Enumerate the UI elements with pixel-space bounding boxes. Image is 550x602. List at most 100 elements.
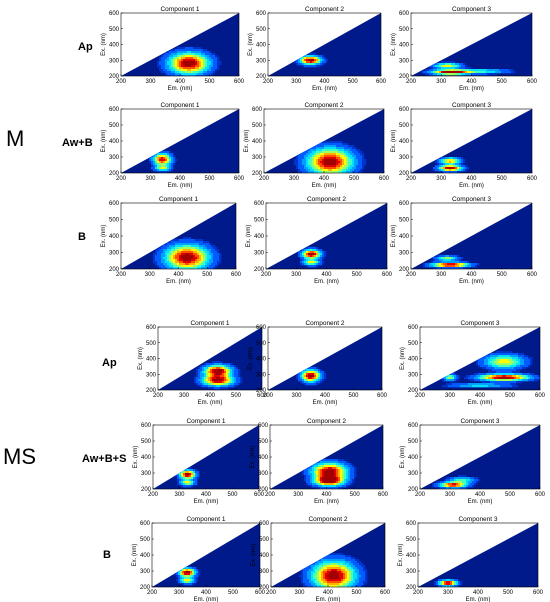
x-tick-label: 600 — [378, 492, 389, 498]
x-axis-label: Em. (nm) — [459, 279, 484, 285]
x-tick-label: 400 — [319, 176, 330, 182]
x-axis-label: Em. (nm) — [314, 499, 339, 505]
x-tick-label: 400 — [175, 79, 186, 85]
y-tick-label: 300 — [259, 569, 270, 575]
x-tick-label: 200 — [413, 590, 424, 596]
x-tick-label: 200 — [263, 393, 274, 399]
x-tick-label: 500 — [497, 79, 508, 85]
y-tick-label: 500 — [109, 123, 120, 129]
x-tick-label: 400 — [473, 590, 484, 596]
x-tick-label: 400 — [321, 272, 332, 278]
eem-panel-0-0-0: 200 300 400 500 600 200 300 400 500 600 Component … — [101, 6, 245, 92]
x-tick-label: 200 — [153, 393, 164, 399]
y-tick-label: 600 — [146, 325, 157, 331]
x-tick-label: 600 — [527, 272, 538, 278]
y-axis-label: Ex. (nm) — [132, 544, 138, 567]
x-tick-label: 400 — [466, 79, 477, 85]
panel-title: Component 2 — [304, 102, 343, 109]
y-tick-label: 400 — [259, 553, 270, 559]
x-tick-label: 200 — [263, 79, 274, 85]
x-tick-label: 300 — [291, 79, 302, 85]
panel-title: Component 1 — [160, 102, 199, 109]
x-tick-label: 400 — [201, 590, 212, 596]
sample-label: B — [78, 231, 86, 243]
x-tick-label: 200 — [265, 492, 276, 498]
y-tick-label: 400 — [399, 139, 410, 145]
y-tick-label: 400 — [109, 139, 120, 145]
eem-panel-0-2-1: 200 300 400 500 600 200 300 400 500 600 Component … — [246, 196, 393, 285]
x-tick-label: 400 — [173, 272, 184, 278]
y-tick-label: 500 — [140, 537, 151, 543]
x-tick-label: 500 — [204, 79, 215, 85]
y-axis-label: Ex. (nm) — [248, 33, 254, 56]
panel-title: Component 3 — [460, 320, 499, 327]
sample-label: Aw+B+S — [82, 453, 126, 465]
x-tick-label: 600 — [379, 176, 390, 182]
y-tick-label: 600 — [258, 423, 269, 429]
panel-title: Component 1 — [159, 196, 198, 203]
y-axis-label: Ex. (nm) — [400, 347, 406, 370]
y-axis-label: Ex. (nm) — [246, 225, 252, 248]
x-axis-label: Em. (nm) — [468, 499, 493, 505]
x-tick-label: 600 — [255, 590, 266, 596]
y-tick-label: 600 — [109, 107, 120, 113]
x-tick-label: 500 — [503, 590, 514, 596]
y-tick-label: 300 — [406, 569, 417, 575]
x-axis-label: Em. (nm) — [194, 597, 219, 602]
y-tick-label: 300 — [109, 155, 120, 161]
x-tick-label: 600 — [254, 492, 265, 498]
eem-panel-1-0-0: 200 300 400 500 600200300400500600Component … — [138, 320, 268, 406]
y-tick-label: 200 — [258, 487, 269, 493]
y-axis-label: Ex. (nm) — [391, 130, 397, 153]
y-tick-label: 300 — [256, 58, 267, 64]
x-axis-label: Em. (nm) — [313, 400, 338, 406]
y-tick-label: 300 — [252, 155, 263, 161]
x-tick-label: 300 — [291, 272, 302, 278]
y-tick-label: 400 — [399, 234, 410, 240]
y-tick-label: 600 — [254, 201, 265, 207]
x-tick-label: 300 — [145, 79, 156, 85]
x-axis-label: Em. (nm) — [314, 279, 339, 285]
sample-label: B — [103, 549, 111, 561]
x-tick-label: 200 — [116, 272, 127, 278]
y-tick-label: 400 — [258, 455, 269, 461]
y-tick-label: 500 — [109, 27, 120, 33]
x-tick-label: 500 — [350, 492, 361, 498]
panel-title: Component 1 — [186, 516, 225, 523]
eem-panel-0-1-2: 200 300 400 500 600 200 300 400 500 600 Component … — [391, 102, 538, 189]
y-axis-label: Ex. (nm) — [101, 225, 107, 248]
x-tick-label: 200 — [259, 176, 270, 182]
y-tick-label: 600 — [259, 521, 270, 527]
x-tick-label: 400 — [466, 272, 477, 278]
x-tick-label: 600 — [257, 393, 268, 399]
x-tick-label: 300 — [436, 272, 447, 278]
y-tick-label: 500 — [408, 439, 419, 445]
x-tick-label: 300 — [293, 492, 304, 498]
x-tick-label: 600 — [382, 272, 393, 278]
y-tick-label: 500 — [399, 27, 410, 33]
y-tick-label: 500 — [406, 537, 417, 543]
y-tick-label: 300 — [408, 471, 419, 477]
sample-label: Aw+B — [62, 137, 93, 149]
y-tick-label: 500 — [399, 218, 410, 224]
y-tick-label: 200 — [406, 585, 417, 591]
y-tick-label: 400 — [146, 357, 157, 363]
panel-title: Component 3 — [452, 196, 491, 203]
y-tick-label: 500 — [258, 439, 269, 445]
eem-panel-1-1-0: 200 300 400 500 600 200 300 400 500 600 Component … — [133, 418, 265, 505]
eem-panel-0-0-2: 200 300 400 500 600 200 300 400 500 600 Component … — [391, 6, 538, 92]
x-tick-label: 500 — [352, 272, 363, 278]
y-tick-label: 400 — [140, 553, 151, 559]
x-tick-label: 300 — [436, 176, 447, 182]
x-tick-label: 200 — [261, 272, 272, 278]
x-axis-label: Em. (nm) — [198, 400, 223, 406]
y-tick-label: 500 — [254, 218, 265, 224]
y-tick-label: 300 — [141, 471, 152, 477]
x-tick-label: 400 — [466, 176, 477, 182]
y-tick-label: 400 — [256, 43, 267, 49]
y-tick-label: 200 — [252, 171, 263, 177]
group-label: M — [6, 126, 24, 151]
panel-title: Component 3 — [452, 6, 491, 13]
y-tick-label: 600 — [408, 423, 419, 429]
x-tick-label: 600 — [535, 393, 546, 399]
